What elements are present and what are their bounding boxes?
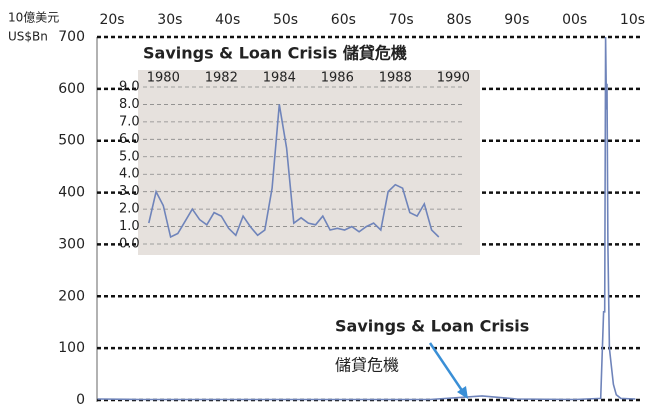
- annotation-arrow: [428, 342, 465, 393]
- y-tick-label: 2.0: [119, 202, 140, 217]
- x-tick-label: 20s: [99, 12, 124, 28]
- x-tick-label: 80s: [446, 12, 471, 28]
- y-tick-label: 300: [58, 236, 85, 252]
- y-tick-label: 700: [58, 29, 85, 45]
- x-tick-label: 60s: [331, 12, 356, 28]
- y-tick-label: 400: [58, 185, 85, 201]
- y-tick-label: 0: [76, 392, 85, 408]
- y-tick-label: 1.0: [119, 219, 140, 234]
- annotation: Savings & Loan Crisis: [335, 317, 529, 336]
- x-tick-label: 1980: [147, 71, 180, 86]
- y-tick-label: 8.0: [119, 97, 140, 112]
- x-tick-label: 1988: [379, 71, 412, 86]
- x-tick-label: 1982: [205, 71, 238, 86]
- y-tick-label: 200: [58, 288, 85, 304]
- y-tick-label: 7.0: [119, 114, 140, 129]
- arrow-head: [457, 386, 468, 399]
- x-tick-label: 1986: [321, 71, 354, 86]
- y-tick-label: 500: [58, 133, 85, 149]
- y-tick-label: 600: [58, 81, 85, 97]
- y-tick-label: 6.0: [119, 132, 140, 147]
- y-tick-label: 9.0: [119, 80, 140, 95]
- y-tick-label: 4.0: [119, 167, 140, 182]
- inset-title: Savings & Loan Crisis 儲貸危機: [143, 44, 407, 63]
- inset-panel: [138, 70, 480, 255]
- y-axis-label: 10億美元: [8, 11, 59, 25]
- x-tick-label: 00s: [562, 12, 587, 28]
- x-tick-label: 1984: [263, 71, 296, 86]
- y-tick-label: 3.0: [119, 184, 140, 199]
- x-tick-label: 90s: [504, 12, 529, 28]
- x-tick-label: 50s: [273, 12, 298, 28]
- y-tick-label: 5.0: [119, 149, 140, 164]
- y-axis-label: US$Bn: [8, 30, 48, 44]
- data-line: [97, 36, 636, 401]
- y-tick-label: 0.0: [119, 237, 140, 252]
- y-tick-label: 100: [58, 340, 85, 356]
- x-tick-label: 1990: [437, 71, 470, 86]
- data-line: [148, 104, 440, 239]
- x-tick-label: 30s: [157, 12, 182, 28]
- annotation: 儲貸危機: [335, 356, 399, 375]
- x-tick-label: 40s: [215, 12, 240, 28]
- x-tick-label: 70s: [389, 12, 414, 28]
- x-tick-label: 10s: [620, 12, 645, 28]
